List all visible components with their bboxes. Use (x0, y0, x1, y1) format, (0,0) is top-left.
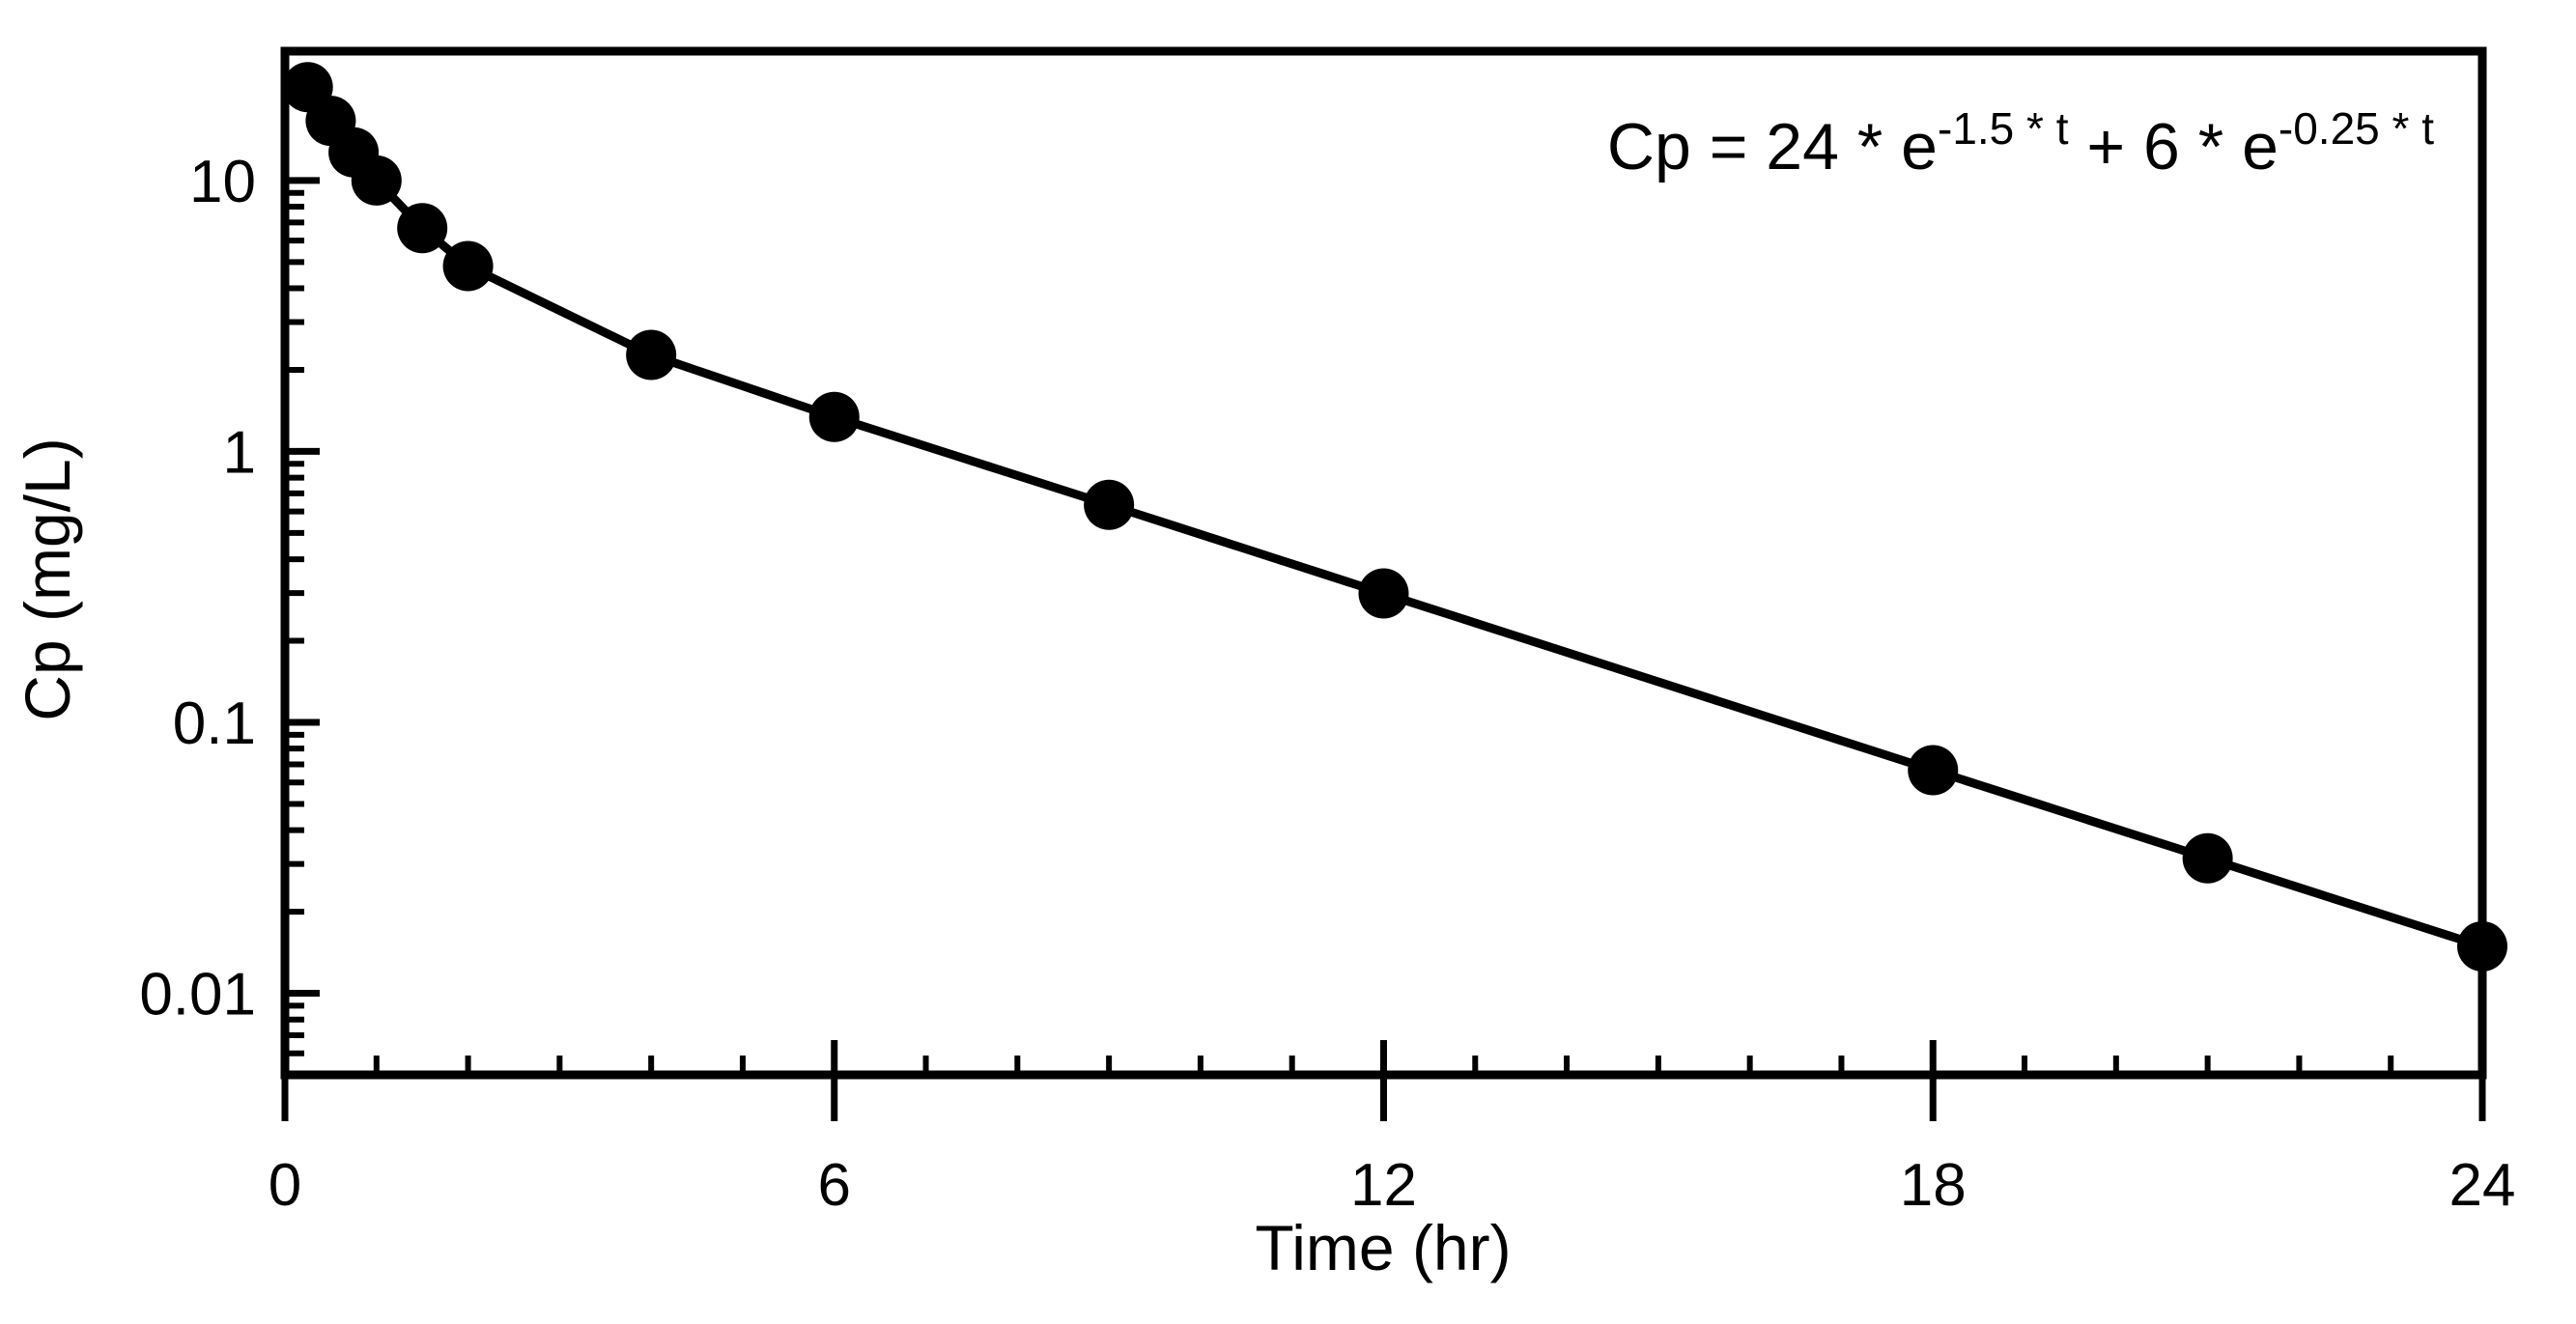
data-point-marker (1358, 568, 1409, 619)
x-axis-title: Time (hr) (1255, 1212, 1511, 1283)
data-point-marker (2182, 832, 2233, 884)
data-point-marker (808, 391, 860, 442)
plot-border (280, 46, 2487, 1080)
data-point-marker (351, 155, 402, 206)
x-tick-label: 6 (818, 1152, 851, 1219)
series-line-cp (303, 82, 2487, 951)
data-series-cp (282, 62, 2507, 972)
equation-middle: + 6 * e (2069, 110, 2279, 183)
x-tick-label: 0 (269, 1152, 301, 1219)
y-axis-ticks (285, 48, 320, 1078)
data-point-marker (626, 329, 677, 380)
equation-exponent-1: -1.5 * t (1938, 103, 2069, 154)
equation-annotation: Cp = 24 * e-1.5 * t + 6 * e-0.25 * t (1607, 103, 2434, 183)
equation-exponent-2: -0.25 * t (2279, 103, 2434, 154)
x-tick-label: 24 (2449, 1152, 2516, 1219)
data-point-marker (1908, 745, 1959, 796)
x-axis-tick-labels: 0 6 12 18 24 (269, 1152, 2516, 1219)
y-tick-label: 0.01 (139, 962, 256, 1028)
y-tick-label: 10 (189, 149, 256, 215)
y-axis-tick-labels: 10 1 0.1 0.01 (139, 149, 256, 1028)
x-tick-label: 12 (1350, 1152, 1417, 1219)
plot-frame (280, 46, 2487, 1080)
equation-lead: Cp = 24 * e (1607, 110, 1938, 183)
data-point-marker (397, 203, 448, 254)
y-axis-title: Cp (mg/L) (12, 437, 83, 720)
y-tick-label: 0.1 (173, 690, 256, 757)
data-point-marker (1084, 479, 1135, 530)
x-tick-label: 18 (1900, 1152, 1967, 1219)
x-axis-ticks (281, 1040, 2486, 1121)
data-point-marker (442, 240, 494, 292)
y-tick-label: 1 (223, 419, 256, 486)
data-point-marker (2457, 920, 2507, 972)
series-markers-cp (282, 62, 2507, 972)
